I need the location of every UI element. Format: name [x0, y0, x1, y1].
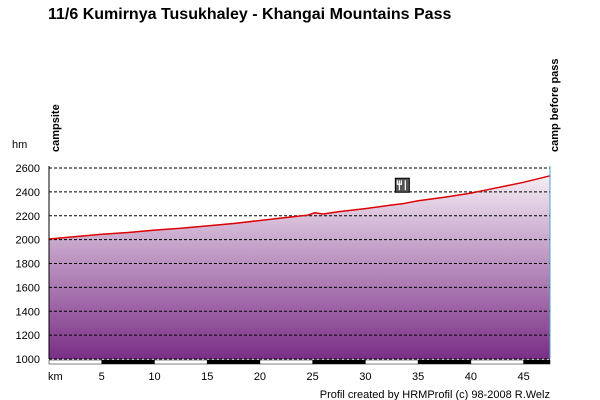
x-axis-km-segment	[154, 359, 208, 365]
x-axis-km-segment	[365, 359, 419, 365]
x-tick-label: 30	[359, 371, 371, 383]
x-tick-label: 25	[307, 371, 319, 383]
y-tick-label: 2000	[16, 235, 40, 247]
x-tick-label: 40	[465, 371, 477, 383]
y-tick-label: 1800	[16, 259, 40, 271]
plot-area: 1000 1200 1400 1600 1800 2000 2200 2400 2600 5 10 1…	[16, 58, 561, 383]
x-tick-label: 45	[518, 371, 530, 383]
y-axis-label: hm	[12, 139, 27, 151]
y-tick-label: 2600	[16, 163, 40, 175]
chart-title: 11/6 Kumirnya Tusukhaley - Khangai Mount…	[48, 6, 451, 23]
elevation-area	[49, 175, 550, 359]
y-tick-label: 2200	[16, 211, 40, 223]
y-tick-label: 1200	[16, 330, 40, 342]
x-axis-km-segment	[101, 359, 155, 365]
y-tick-label: 1400	[16, 306, 40, 318]
fork-knife-icon	[394, 177, 410, 193]
x-axis-km-segment	[470, 359, 524, 365]
y-tick-label: 1600	[16, 282, 40, 294]
y-tick-label: 1000	[16, 354, 40, 366]
x-tick-label: 35	[412, 371, 424, 383]
x-tick-label: 10	[148, 371, 160, 383]
y-tick-label: 2400	[16, 187, 40, 199]
x-axis-km-segment	[259, 359, 313, 365]
elevation-line	[48, 175, 551, 240]
x-tick-label: 5	[99, 371, 105, 383]
x-axis-km-segment	[417, 359, 472, 365]
x-axis-km-segment	[206, 359, 261, 365]
credit-text: Profil created by HRMProfil (c) 98-2008 …	[320, 389, 550, 400]
x-axis-km-segment	[48, 359, 102, 365]
x-axis-km-segment	[523, 359, 551, 365]
waypoint-label: campsite	[50, 104, 62, 152]
waypoint-label: camp before pass	[549, 58, 561, 152]
x-axis-km-segment	[312, 359, 366, 365]
x-tick-label: 15	[201, 371, 213, 383]
x-tick-label: 20	[254, 371, 266, 383]
x-axis-label: km	[48, 371, 63, 383]
